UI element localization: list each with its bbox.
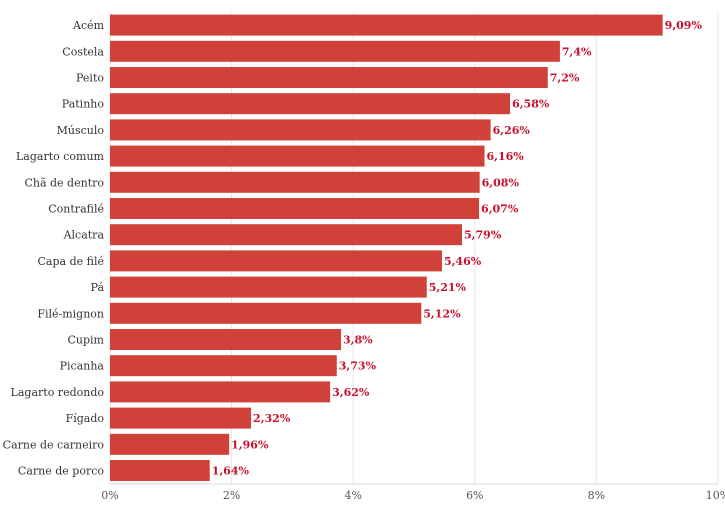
value-label: 7,2%	[550, 72, 580, 85]
value-label: 9,09%	[665, 19, 703, 32]
x-tick-label: 2%	[223, 489, 240, 502]
bar	[110, 433, 230, 455]
value-label: 1,64%	[212, 465, 250, 478]
bar	[110, 276, 427, 298]
category-label: Carne de carneiro	[3, 438, 105, 451]
bar	[110, 198, 480, 219]
value-label: 5,46%	[444, 255, 482, 268]
bar	[110, 171, 480, 193]
category-label: Picanha	[60, 360, 105, 373]
bar	[110, 329, 342, 350]
x-tick-label: 4%	[344, 489, 361, 502]
category-label: Alcatra	[63, 229, 105, 242]
category-label: Lagarto redondo	[11, 386, 105, 399]
bar	[110, 407, 252, 429]
value-label: 6,07%	[481, 203, 519, 216]
category-label: Costela	[62, 45, 104, 58]
bar	[110, 224, 463, 246]
value-label: 6,16%	[487, 150, 525, 163]
bar	[110, 250, 442, 272]
value-label: 5,21%	[429, 281, 467, 294]
category-label: Peito	[76, 72, 104, 85]
category-label: Fígado	[66, 412, 105, 425]
category-label: Cupim	[68, 334, 105, 347]
category-label: Capa de filé	[38, 255, 104, 268]
value-label: 6,58%	[512, 98, 550, 111]
bar	[110, 14, 663, 36]
bars	[110, 14, 663, 481]
bar	[110, 145, 485, 167]
category-label: Carne de porco	[18, 465, 104, 478]
gridlines	[109, 12, 719, 485]
category-label: Filé-mignon	[37, 307, 104, 320]
category-labels: Acém Costela Peito Patinho Músculo Lagarto co…	[3, 19, 105, 477]
bar	[110, 93, 511, 115]
bar	[110, 355, 337, 377]
value-label: 1,96%	[231, 438, 269, 451]
category-label: Lagarto comum	[16, 150, 105, 163]
x-tick-label: 10%	[706, 489, 725, 502]
x-axis-ticks: 0% 2% 4% 6% 8% 10%	[101, 489, 725, 502]
category-label: Músculo	[57, 124, 105, 137]
category-label: Patinho	[62, 98, 105, 111]
value-label: 5,12%	[423, 307, 461, 320]
value-label: 3,62%	[332, 386, 370, 399]
category-label: Contrafilé	[48, 203, 104, 216]
x-tick-label: 0%	[101, 489, 118, 502]
bar	[110, 119, 491, 141]
value-label: 3,8%	[343, 334, 373, 347]
value-label: 5,79%	[464, 229, 502, 242]
value-label: 6,26%	[493, 124, 531, 137]
category-label: Pá	[91, 281, 105, 294]
bar	[110, 40, 560, 62]
value-labels: 9,09% 7,4% 7,2%6,58% 6,26% 6,16% 6,08% 6,07% 5,…	[212, 19, 703, 477]
bar	[110, 302, 422, 324]
value-label: 6,08%	[482, 176, 520, 189]
x-tick-label: 8%	[588, 489, 605, 502]
bar	[110, 67, 548, 88]
x-tick-label: 6%	[466, 489, 483, 502]
bar	[110, 381, 331, 403]
category-label: Chã de dentro	[24, 176, 104, 189]
value-label: 2,32%	[253, 412, 291, 425]
value-label: 3,73%	[339, 360, 377, 373]
bar	[110, 460, 210, 481]
category-label: Acém	[72, 19, 105, 32]
value-label: 7,4%	[562, 45, 592, 58]
